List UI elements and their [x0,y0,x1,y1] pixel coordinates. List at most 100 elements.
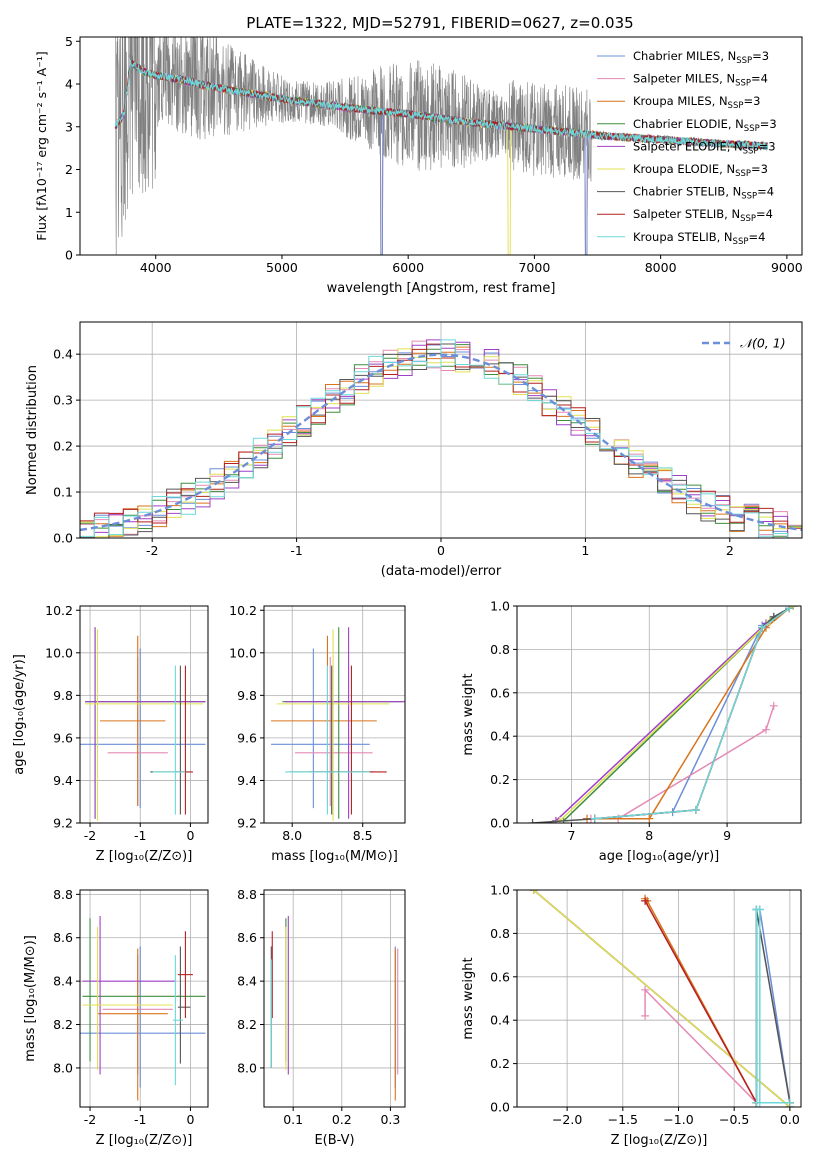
y-tick-label: 10.2 [45,603,73,618]
legend-subscript: SSP [728,101,744,111]
legend-value: =3 [752,49,769,63]
y-tick-label: 8.2 [237,1017,257,1032]
legend-label: Salpeter STELIB, NSSP=4 [633,207,773,224]
x-axis-label: Z [log₁₀(Z/Z⊙)] [611,1133,708,1148]
mass-weight-marker [641,1011,650,1020]
x-tick-label: 2 [726,543,734,558]
x-tick-label: 6000 [392,260,424,275]
legend-subscript: SSP [733,237,749,247]
mass-weight-marker [641,896,650,905]
mass-weight-marker [641,985,650,994]
legend-subscript: SSP [740,214,756,224]
x-axis-label: Z [log₁₀(Z/Z⊙)] [96,849,193,864]
x-tick-label: 9000 [771,260,803,275]
x-tick-label: −0.5 [719,1112,749,1127]
legend-label: Kroupa MILES, NSSP=3 [633,94,760,111]
y-axis-label: mass weight [461,673,476,755]
y-axis-label: mass [log₁₀(M/M⊙)] [23,935,38,1062]
y-axis-label: mass weight [461,957,476,1039]
age-vs-metallicity-panel: -2 -1 0 9.2 9.4 9.6 9.8 10.0 10.2 Z [log₁₀(Z/Z⊙)]… [12,603,209,864]
x-axis-label: (data-model)/error [381,564,502,579]
mass-weight-marker [758,623,767,632]
x-tick-label: 0.3 [380,1112,400,1127]
y-tick-label: 0.3 [53,393,73,408]
legend-value: =3 [751,162,768,176]
y-tick-label: 1.0 [490,599,510,614]
legend-subscript: SSP [741,192,757,202]
y-tick-label: 9.2 [53,816,73,831]
x-tick-label: 0 [437,543,445,558]
spectrum-panel: 4000 5000 6000 7000 8000 9000 0 1 2 3 4 5 wavelength… [34,34,803,296]
x-tick-label: −1.0 [663,1112,693,1127]
y-tick-label: 9.4 [237,773,257,788]
mass-weight-marker [785,1098,794,1107]
mass-weight-marker [755,905,764,914]
x-tick-label: 0.1 [283,1112,303,1127]
y-tick-label: 8.0 [237,1060,257,1075]
y-tick-label: 8.6 [53,930,73,945]
weight-vs-age-panel: 7 8 9 0.0 0.2 0.4 0.6 0.8 1.0 age [log₁₀(age/yr)]… [461,599,802,864]
legend-subscript: SSP [735,169,751,179]
y-tick-label: 8.8 [237,887,257,902]
legend-label: Salpeter ELODIE, NSSP=3 [633,139,776,156]
y-axis-label: Flux [fλ10⁻¹⁷ erg cm⁻² s⁻¹ A⁻¹] [34,51,49,240]
y-tick-label: 0.4 [53,347,73,362]
y-tick-label: 0.0 [490,1100,510,1115]
legend-label: Chabrier ELODIE, NSSP=3 [633,117,777,134]
y-tick-label: 9.2 [237,816,257,831]
y-tick-label: 9.8 [53,688,73,703]
axes-frame [263,889,406,1108]
axes-frame [79,36,803,256]
x-tick-label: -1 [290,543,302,558]
legend-value: =4 [748,230,765,244]
mass-weight-line [594,607,790,820]
mass-weight-marker [769,701,778,710]
x-axis-label: age [log₁₀(age/yr)] [599,849,720,864]
x-tick-label: 8000 [645,260,677,275]
x-tick-label: −1.5 [608,1112,638,1127]
residuals-panel: -2 -1 0 1 2 0.0 0.1 0.2 0.3 0.4 (data-model)/error… [25,321,803,579]
y-tick-label: 0 [65,248,73,263]
residual-histogram-step [80,339,802,538]
mass-weight-marker [785,606,794,613]
mass-weight-marker [761,725,770,734]
legend-label: 𝒩(0, 1) [740,336,786,351]
x-tick-label: 0 [186,1112,194,1127]
legend-value: =3 [743,94,760,108]
y-tick-label: 3 [65,119,73,134]
y-tick-label: 8.0 [53,1060,73,1075]
x-tick-label: 1 [581,543,589,558]
legend-subscript: SSP [743,146,759,156]
legend-subscript: SSP [736,56,752,66]
x-axis-label: wavelength [Angstrom, rest frame] [327,281,556,296]
residual-histogram-step [80,340,802,536]
x-tick-label: -1 [134,1112,146,1127]
axes-frame [79,889,209,1108]
y-tick-label: 0.8 [490,926,510,941]
mass-weight-line [533,890,791,1107]
legend-subscript: SSP [735,79,751,89]
model-spectrum-line [114,59,769,151]
x-tick-label: 4000 [140,260,172,275]
legend-label: Kroupa ELODIE, NSSP=3 [633,162,768,179]
x-tick-label: 8.0 [282,828,302,843]
mass-weight-marker [691,805,700,814]
axes-frame [516,605,802,824]
y-tick-label: 8.4 [237,974,257,989]
x-tick-label: 7000 [518,260,550,275]
y-tick-label: 0.4 [490,729,510,744]
legend-label: Chabrier MILES, NSSP=3 [633,49,769,66]
mass-vs-ebv-panel: 0.1 0.2 0.3 8.0 8.2 8.4 8.6 8.8 E(B-V) [237,887,406,1148]
y-tick-label: 0.0 [53,531,73,546]
y-tick-label: 0.8 [490,642,510,657]
y-tick-label: 10.0 [229,645,257,660]
age-vs-mass-panel: 8.0 8.5 9.2 9.4 9.6 9.8 10.0 10.2 mass [log₁₀(M/… [229,603,406,864]
legend-subscript: SSP [744,124,760,134]
x-tick-label: 8 [645,828,653,843]
mass-weight-marker [528,819,537,823]
y-tick-label: 8.8 [53,887,73,902]
x-tick-label: -2 [84,1112,96,1127]
y-tick-label: 10.0 [45,645,73,660]
x-tick-label: 0.0 [780,1112,800,1127]
